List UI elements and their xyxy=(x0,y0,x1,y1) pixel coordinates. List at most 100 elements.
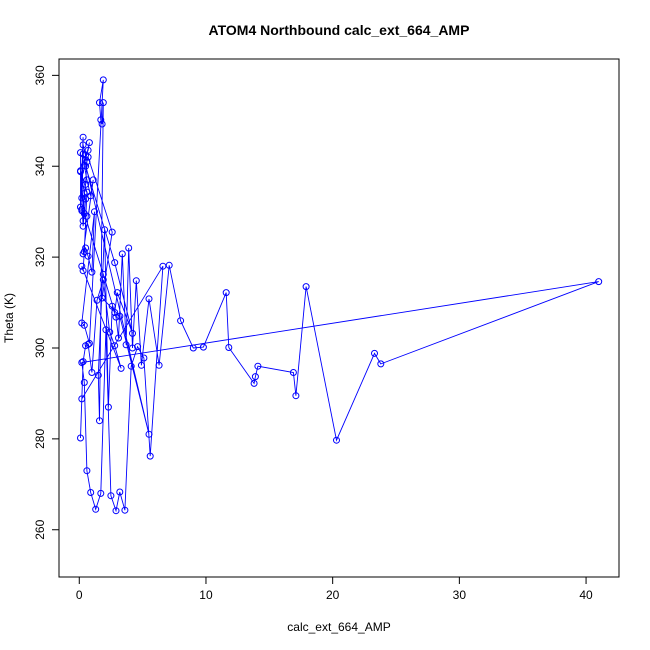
data-point xyxy=(78,205,86,213)
data-point xyxy=(199,343,207,351)
data-point xyxy=(82,180,90,188)
data-point xyxy=(140,354,148,362)
data-point xyxy=(146,452,154,460)
data-point xyxy=(121,506,129,514)
y-axis-label: Theta (K) xyxy=(2,293,16,343)
data-point xyxy=(79,217,87,225)
x-tick-label: 10 xyxy=(199,588,213,602)
data-point xyxy=(80,321,88,329)
data-point xyxy=(118,250,126,258)
data-point xyxy=(91,208,98,216)
data-point xyxy=(127,362,135,370)
data-point xyxy=(106,328,114,336)
x-tick-label: 30 xyxy=(453,588,467,602)
data-point xyxy=(254,362,262,370)
y-tick-label: 260 xyxy=(33,519,47,539)
data-point xyxy=(78,395,86,403)
data-point xyxy=(79,358,87,366)
data-point xyxy=(94,371,102,379)
data-point xyxy=(189,344,197,352)
x-axis: 0 10 20 30 40 xyxy=(76,576,593,602)
data-point xyxy=(250,379,258,387)
data-point xyxy=(102,326,110,334)
data-point xyxy=(134,343,142,351)
data-point xyxy=(83,212,91,220)
data-point xyxy=(137,361,145,369)
data-point xyxy=(112,313,120,321)
data-point xyxy=(101,226,109,234)
data-point xyxy=(84,340,92,348)
data-point xyxy=(89,176,97,184)
data-point xyxy=(83,467,91,475)
data-point xyxy=(302,283,310,291)
data-point xyxy=(97,489,105,497)
data-point xyxy=(116,312,124,320)
data-point xyxy=(595,278,603,286)
y-axis: 260 280 300 320 340 360 xyxy=(33,65,60,540)
x-axis-label: calc_ext_664_AMP xyxy=(287,620,390,634)
y-tick-label: 300 xyxy=(33,338,47,358)
data-point xyxy=(78,194,86,202)
data-point xyxy=(92,505,100,513)
data-point xyxy=(104,403,112,411)
data-point xyxy=(79,222,87,230)
data-point xyxy=(79,267,87,275)
data-point xyxy=(78,359,86,366)
data-point xyxy=(97,116,105,124)
data-point xyxy=(111,342,119,350)
data-point xyxy=(132,277,140,285)
data-point xyxy=(225,344,233,351)
y-tick-label: 340 xyxy=(33,156,47,176)
data-point xyxy=(80,379,88,386)
data-point xyxy=(113,289,121,297)
data-point xyxy=(112,507,120,515)
data-point xyxy=(129,329,136,337)
x-tick-label: 20 xyxy=(326,588,340,602)
data-point xyxy=(98,120,106,128)
data-point xyxy=(79,133,87,141)
data-point xyxy=(159,262,167,270)
y-tick-label: 360 xyxy=(33,65,47,85)
chart-title: ATOM4 Northbound calc_ext_664_AMP xyxy=(209,22,470,38)
data-point xyxy=(82,162,90,170)
data-point xyxy=(111,309,119,316)
data-point xyxy=(78,262,86,270)
data-point xyxy=(80,248,88,256)
data-point xyxy=(129,344,136,352)
data-point xyxy=(82,195,90,203)
data-point xyxy=(115,334,122,342)
data-point xyxy=(83,188,91,196)
data-point xyxy=(125,244,133,252)
data-point xyxy=(77,434,84,442)
data-point xyxy=(77,168,84,176)
data-point xyxy=(84,252,92,260)
data-point xyxy=(85,139,93,147)
series-path xyxy=(80,79,599,513)
data-point xyxy=(87,192,95,200)
data-point xyxy=(99,76,107,84)
data-point xyxy=(84,153,92,161)
data-point xyxy=(107,492,115,500)
data-point xyxy=(84,146,92,154)
data-point xyxy=(333,436,340,444)
data-points xyxy=(77,76,603,515)
data-point xyxy=(377,360,385,368)
data-point xyxy=(117,364,125,372)
data-point xyxy=(96,417,103,425)
data-point xyxy=(289,369,297,376)
data-point xyxy=(108,228,116,236)
data-point xyxy=(292,392,300,400)
data-point xyxy=(98,294,106,302)
data-point xyxy=(88,369,96,376)
data-point xyxy=(177,317,185,325)
data-point xyxy=(251,373,259,381)
y-tick-label: 320 xyxy=(33,247,47,267)
data-point xyxy=(87,489,95,496)
data-point xyxy=(111,259,119,267)
data-point xyxy=(145,295,153,303)
series-line xyxy=(80,79,599,513)
data-point xyxy=(99,99,107,107)
plot-frame xyxy=(58,58,620,578)
y-tick-label: 280 xyxy=(33,429,47,449)
data-point xyxy=(96,99,103,107)
